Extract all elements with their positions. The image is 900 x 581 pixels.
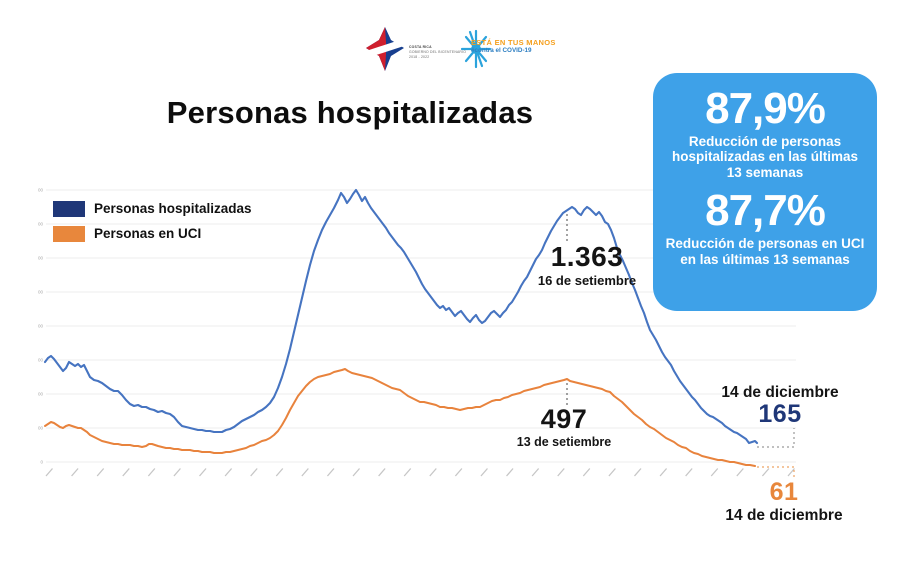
annotation-uci-peak: 497 13 de setiembre <box>494 404 634 450</box>
svg-text:0: 0 <box>40 460 43 465</box>
legend-label: Personas hospitalizadas <box>94 201 252 216</box>
svg-text:600: 600 <box>38 358 43 363</box>
svg-text:200: 200 <box>38 426 43 431</box>
legend-swatch-0 <box>53 200 85 217</box>
svg-text:1.600: 1.600 <box>38 188 43 193</box>
virus-burst-icon <box>460 29 492 69</box>
svg-text:800: 800 <box>38 324 43 329</box>
latest-date: 14 de diciembre <box>725 506 843 524</box>
stat-hospitalized-reduction: 87,9% Reducción de personas hospitalizad… <box>665 87 865 180</box>
annotation-hospitalized-peak: 1.363 16 de setiembre <box>514 241 660 289</box>
caption-line: COSTA RICA <box>409 45 432 49</box>
legend-swatch-1 <box>53 225 85 242</box>
page-title: Personas hospitalizadas <box>166 95 534 130</box>
annotation-hospitalized-latest: 14 de diciembre 165 <box>714 384 846 429</box>
legend-item-hospitalized: Personas hospitalizadas <box>53 196 252 221</box>
covid-logo-line1: ESTÁ EN TUS MANOS <box>471 38 556 47</box>
peak-value: 497 <box>540 404 588 434</box>
government-logo-caption: COSTA RICA GOBIERNO DEL BICENTENARIO 201… <box>409 45 466 60</box>
covid-logo-text: ESTÁ EN TUS MANOS #contra el COVID-19 <box>471 38 556 55</box>
hospitalizations-line-chart: 1.600 1.400 1.200 1.000 800 600 400 200 0 <box>38 188 796 480</box>
stat-description: Reducción de personas hospitalizadas en … <box>671 134 859 180</box>
stat-description: Reducción de personas en UCI en las últi… <box>665 236 865 267</box>
latest-date: 14 de diciembre <box>721 384 839 401</box>
latest-value: 165 <box>758 400 802 429</box>
svg-text:1.200: 1.200 <box>38 256 43 261</box>
chart-legend: Personas hospitalizadas Personas en UCI <box>53 196 252 246</box>
stats-panel: 87,9% Reducción de personas hospitalizad… <box>653 73 877 311</box>
stat-uci-reduction: 87,7% Reducción de personas en UCI en la… <box>665 189 865 267</box>
peak-value: 1.363 <box>550 241 624 272</box>
legend-label: Personas en UCI <box>94 226 202 241</box>
latest-value: 61 <box>769 478 799 506</box>
caption-line: 2018 - 2022 <box>409 55 430 60</box>
peak-date: 16 de setiembre <box>537 273 637 288</box>
stat-value: 87,7% <box>705 186 826 236</box>
legend-item-uci: Personas en UCI <box>53 221 252 246</box>
svg-text:1.400: 1.400 <box>38 222 43 227</box>
svg-text:1.000: 1.000 <box>38 290 43 295</box>
covid-logo-line2: #contra el COVID-19 <box>471 47 532 54</box>
annotation-uci-latest: 61 14 de diciembre <box>716 478 852 524</box>
svg-text:400: 400 <box>38 392 43 397</box>
covid-campaign-logo <box>460 29 492 69</box>
stat-value: 87,9% <box>705 84 826 133</box>
star-icon <box>363 27 407 71</box>
peak-date: 13 de setiembre <box>516 435 612 449</box>
costa-rica-government-logo <box>363 27 407 71</box>
caption-line: GOBIERNO DEL BICENTENARIO <box>409 50 467 55</box>
